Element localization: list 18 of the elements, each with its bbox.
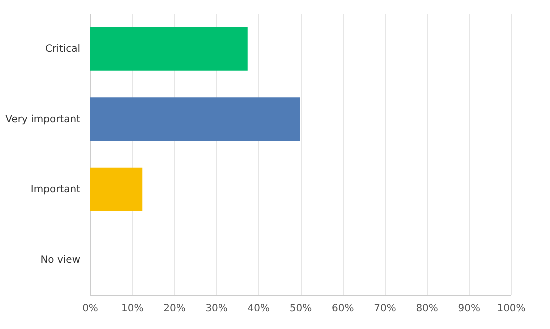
x-tick-label: 20% bbox=[164, 304, 186, 314]
y-tick-label: Very important bbox=[6, 114, 81, 126]
x-tick-label: 100% bbox=[497, 304, 526, 314]
x-tick-label: 60% bbox=[332, 304, 354, 314]
y-tick-label: Critical bbox=[46, 44, 80, 56]
x-tick-label: 40% bbox=[248, 304, 270, 314]
x-tick-label: 30% bbox=[206, 304, 228, 314]
bar bbox=[90, 168, 143, 212]
y-tick-label: Important bbox=[30, 184, 81, 196]
x-tick-label: 90% bbox=[458, 304, 481, 314]
bar bbox=[90, 27, 248, 71]
y-tick-label: No view bbox=[40, 254, 80, 266]
x-tick-label: 50% bbox=[290, 304, 312, 314]
bar bbox=[90, 98, 300, 142]
x-tick-label: 0% bbox=[82, 304, 98, 314]
x-tick-label: 10% bbox=[121, 304, 144, 314]
x-tick-label: 80% bbox=[416, 304, 438, 314]
x-tick-label: 70% bbox=[374, 304, 396, 314]
